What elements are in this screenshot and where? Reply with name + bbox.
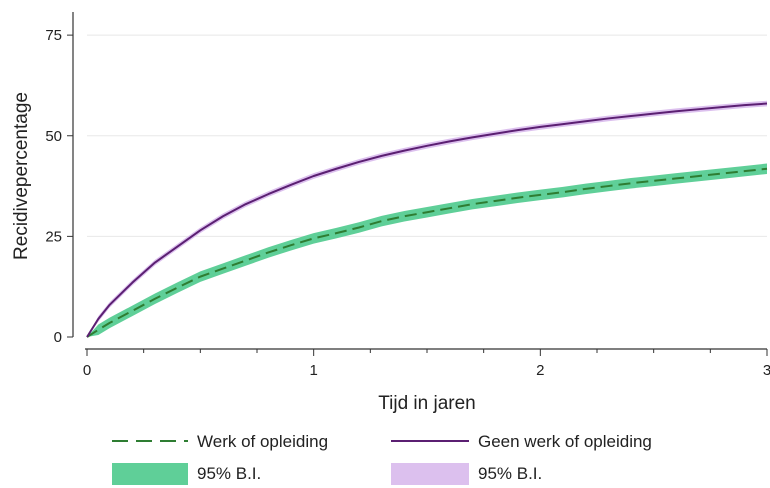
y-tick-label-50: 50	[45, 128, 62, 145]
y-tick-label-75: 75	[45, 27, 62, 44]
legend-label-geen-ci: 95% B.I.	[478, 464, 542, 483]
legend-label-werk: Werk of opleiding	[197, 432, 328, 451]
confidence-bands	[87, 100, 767, 337]
x-tick-label-3: 3	[763, 362, 770, 379]
tick-labels: 0 25 50 75 0 1 2 3	[45, 27, 770, 379]
legend-item-geen: Geen werk of opleiding	[391, 432, 652, 451]
legend-label-werk-ci: 95% B.I.	[197, 464, 261, 483]
legend-item-werk: Werk of opleiding	[112, 432, 328, 451]
ci-band-series-1	[87, 100, 767, 337]
gridlines	[87, 34, 767, 237]
legend-swatch-werk-ci	[112, 463, 188, 485]
x-tick-label-0: 0	[83, 362, 91, 379]
legend-item-geen-ci: 95% B.I.	[391, 463, 542, 485]
series-lines	[86, 102, 768, 338]
axes	[67, 12, 768, 356]
x-axis-title: Tijd in jaren	[378, 393, 476, 414]
legend-swatch-geen-ci	[391, 463, 469, 485]
legend-item-werk-ci: 95% B.I.	[112, 463, 261, 485]
legend-label-geen: Geen werk of opleiding	[478, 432, 652, 451]
legend: Werk of opleiding 95% B.I. Geen werk of …	[112, 432, 652, 485]
line-series-0	[86, 167, 768, 338]
x-tick-label-2: 2	[536, 362, 544, 379]
line-series-1	[86, 102, 768, 338]
y-tick-label-0: 0	[54, 329, 62, 346]
y-axis-title: Recidivepercentage	[11, 92, 32, 260]
ci-band-series-0	[87, 163, 767, 337]
x-tick-label-1: 1	[309, 362, 317, 379]
y-tick-label-25: 25	[45, 228, 62, 245]
